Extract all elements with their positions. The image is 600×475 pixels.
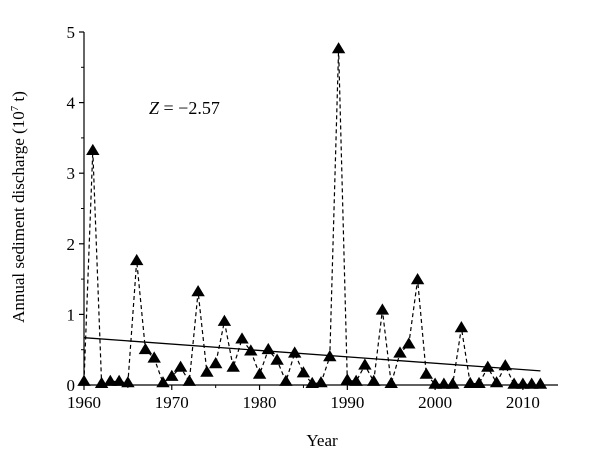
data-point-triangle: [358, 358, 372, 370]
data-point-triangle: [323, 350, 337, 362]
data-point-triangle: [244, 344, 258, 356]
data-point-triangle: [208, 357, 223, 369]
data-point-triangle: [454, 321, 469, 333]
data-point-triangle: [182, 374, 197, 386]
x-tick-label: 1990: [330, 393, 364, 412]
data-point-triangle: [437, 377, 451, 389]
data-point-triangle: [340, 373, 355, 385]
data-point-triangle: [226, 360, 240, 372]
axes: 0 1 2 3 4 5 1960 1970 1980 1990 2000 2010: [67, 23, 558, 412]
series-line: [83, 48, 541, 385]
x-tick-label: 1970: [155, 393, 189, 412]
data-point-triangle: [366, 374, 381, 386]
z-variable: Z: [149, 98, 160, 118]
data-point-triangle: [270, 353, 284, 365]
data-point-triangle: [200, 365, 214, 377]
x-tick-label: 2000: [418, 393, 452, 412]
y-axis-title: Annual sediment discharge (107 t): [9, 91, 28, 323]
data-point-triangle: [419, 367, 434, 379]
y-tick-label: 4: [67, 94, 76, 113]
data-point-triangle: [524, 377, 539, 389]
data-point-triangle: [129, 253, 144, 266]
data-point-triangle: [445, 377, 460, 389]
data-point-triangle: [296, 366, 311, 378]
data-point-triangle: [147, 351, 161, 363]
data-point-triangle: [331, 42, 346, 54]
x-axis-title: Year: [306, 431, 338, 450]
data-series: [77, 42, 548, 389]
y-tick-label: 2: [67, 235, 76, 254]
y-tick-label: 3: [67, 164, 76, 183]
data-point-triangle: [217, 314, 232, 326]
data-point-triangle: [410, 273, 425, 285]
data-point-triangle: [191, 285, 205, 297]
data-point-triangle: [393, 346, 407, 358]
data-point-triangle: [402, 337, 416, 349]
y-tick-label: 0: [67, 376, 76, 395]
data-point-triangle: [287, 346, 302, 358]
data-point-triangle: [165, 369, 179, 381]
data-point-triangle: [235, 332, 249, 344]
x-tick-label: 1960: [67, 393, 101, 412]
y-axis-title-unit: t): [9, 91, 28, 106]
data-point-triangle: [86, 143, 100, 155]
y-axis-title-exponent: 7: [9, 105, 21, 111]
data-point-triangle: [261, 342, 276, 355]
data-point-triangle: [173, 360, 188, 372]
y-axis-title-base: Annual sediment discharge (10: [9, 111, 28, 323]
data-point-triangle: [507, 377, 521, 389]
x-tick-label: 1980: [243, 393, 277, 412]
data-point-triangle: [533, 377, 548, 389]
data-point-triangle: [252, 367, 267, 379]
x-tick-label: 2010: [506, 393, 540, 412]
z-value: = −2.57: [159, 98, 220, 118]
y-tick-label: 5: [67, 23, 76, 42]
y-tick-label: 1: [67, 305, 76, 324]
data-point-triangle: [498, 359, 513, 371]
data-point-triangle: [279, 374, 293, 386]
data-point-triangle: [138, 342, 153, 355]
trend-line: [83, 337, 541, 372]
data-point-triangle: [375, 303, 390, 315]
z-statistic-annotation: Z = −2.57: [149, 98, 220, 118]
data-point-triangle: [481, 360, 495, 372]
